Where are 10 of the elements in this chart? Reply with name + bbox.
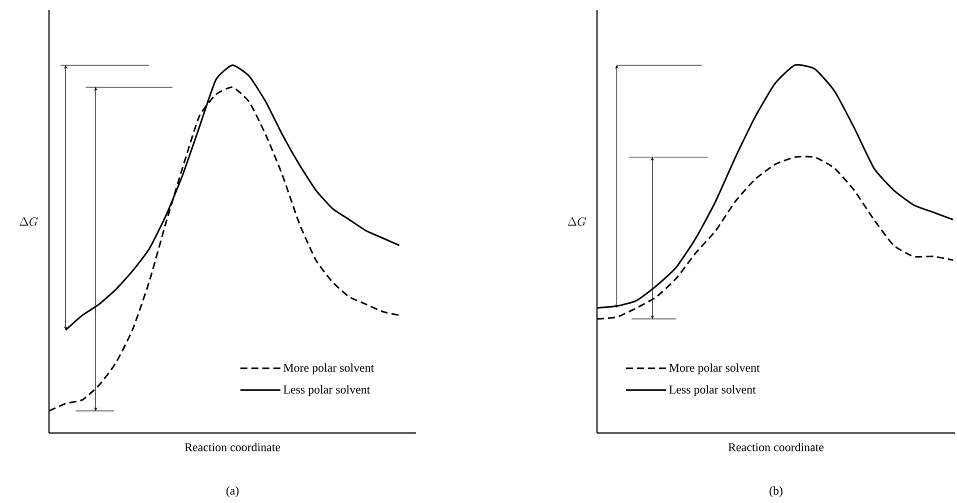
y-axis-title: $\Delta G$ [568,217,586,226]
y-axis-title: $\Delta G$ [20,217,38,226]
legend-label: More polar solvent [669,363,760,374]
legend-label: Less polar solvent [669,385,756,396]
x-axis-title: Reaction coordinate [184,442,280,452]
legend-label: More polar solvent [283,363,374,374]
text: (a) [226,486,239,498]
text: (b) [770,486,782,498]
x-axis-title: Reaction coordinate [728,442,824,452]
legend-label: Less polar solvent [283,385,370,396]
